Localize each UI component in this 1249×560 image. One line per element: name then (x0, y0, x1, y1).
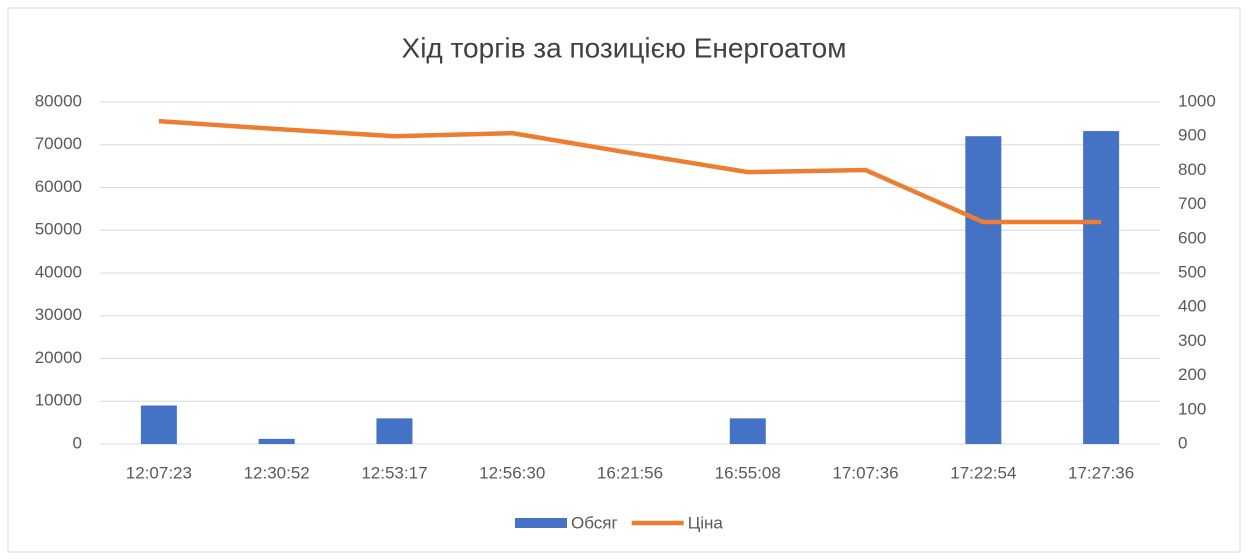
x-tick-label: 17:07:36 (832, 463, 898, 482)
x-tick-label: 16:21:56 (597, 463, 663, 482)
y-tick-label: 80000 (35, 91, 82, 110)
y-tick-label: 20000 (35, 348, 82, 367)
y-tick-label: 40000 (35, 262, 82, 281)
y2-tick-label: 200 (1178, 365, 1206, 384)
line (158, 118, 1102, 225)
y2-tick-label: 800 (1178, 160, 1206, 179)
bar (965, 136, 1002, 444)
bar (258, 438, 295, 444)
bar (729, 418, 766, 444)
y2-tick-label: 700 (1178, 194, 1206, 213)
x-tick-label: 12:56:30 (479, 463, 545, 482)
x-tick-label: 12:53:17 (361, 463, 427, 482)
x-tick-label: 12:07:23 (126, 463, 192, 482)
x-tick-label: 17:27:36 (1068, 463, 1134, 482)
y-tick-label: 70000 (35, 134, 82, 153)
chart-title: Хід торгів за позицією Енергоатом (402, 32, 847, 63)
y2-tick-label: 500 (1178, 262, 1206, 281)
legend-label: Ціна (688, 513, 724, 532)
x-tick-label: 16:55:08 (715, 463, 781, 482)
chart-border (7, 7, 1241, 553)
y-tick-label: 10000 (35, 391, 82, 410)
y-tick-label: 60000 (35, 177, 82, 196)
y-tick-label: 50000 (35, 220, 82, 239)
y-tick-label: 30000 (35, 305, 82, 324)
y2-tick-label: 300 (1178, 331, 1206, 350)
legend-label: Обсяг (571, 513, 618, 532)
y-tick-label: 0 (73, 433, 82, 452)
legend-swatch (515, 518, 567, 528)
bar (1083, 131, 1120, 444)
x-tick-label: 12:30:52 (244, 463, 310, 482)
y2-tick-label: 900 (1178, 126, 1206, 145)
y2-tick-label: 1000 (1178, 91, 1216, 110)
y2-tick-label: 100 (1178, 399, 1206, 418)
y2-tick-label: 600 (1178, 228, 1206, 247)
y2-tick-label: 0 (1178, 433, 1187, 452)
bar (376, 418, 413, 444)
bar (140, 405, 177, 444)
y2-tick-label: 400 (1178, 297, 1206, 316)
x-tick-label: 17:22:54 (950, 463, 1016, 482)
